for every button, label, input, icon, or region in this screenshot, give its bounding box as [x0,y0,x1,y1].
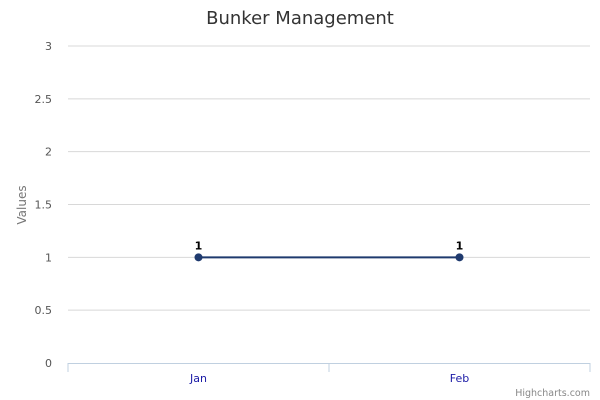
x-axis: Jan Feb [67,363,591,385]
data-point-marker[interactable] [455,253,464,262]
data-point-marker[interactable] [194,253,203,262]
data-label: 1 [195,239,203,252]
y-tick-label: 3 [45,40,52,53]
x-tick-label: Jan [189,372,207,385]
y-tick-label: 1 [45,251,52,264]
data-label: 1 [456,239,464,252]
credits-link[interactable]: Highcharts.com [515,388,590,399]
y-axis-label: Values [15,185,29,224]
y-tick-label: 2.5 [35,93,53,106]
y-tick-label: 1.5 [35,199,53,212]
chart-title: Bunker Management [206,8,394,29]
series-line [194,253,464,262]
y-axis-tick-labels: 0 0.5 1 1.5 2 2.5 3 [35,40,53,370]
grid-lines [68,45,590,311]
y-tick-label: 0 [45,357,52,370]
x-tick-label: Feb [450,372,469,385]
y-tick-label: 2 [45,146,52,159]
y-tick-label: 0.5 [35,304,53,317]
